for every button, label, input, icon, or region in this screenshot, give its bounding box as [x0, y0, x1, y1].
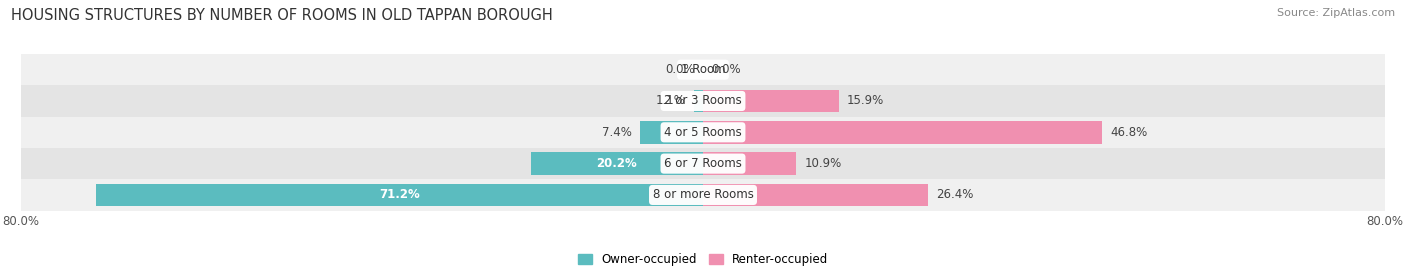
- Text: 71.2%: 71.2%: [380, 188, 420, 201]
- Bar: [703, 90, 838, 112]
- Text: 1.1%: 1.1%: [655, 94, 685, 107]
- Bar: [703, 152, 796, 175]
- Text: 2 or 3 Rooms: 2 or 3 Rooms: [664, 94, 742, 107]
- Text: Source: ZipAtlas.com: Source: ZipAtlas.com: [1277, 8, 1395, 18]
- Bar: [96, 184, 703, 206]
- Text: 6 or 7 Rooms: 6 or 7 Rooms: [664, 157, 742, 170]
- Text: HOUSING STRUCTURES BY NUMBER OF ROOMS IN OLD TAPPAN BOROUGH: HOUSING STRUCTURES BY NUMBER OF ROOMS IN…: [11, 8, 553, 23]
- Text: 20.2%: 20.2%: [596, 157, 637, 170]
- Bar: [21, 117, 1385, 148]
- Text: 0.0%: 0.0%: [711, 63, 741, 76]
- Text: 15.9%: 15.9%: [846, 94, 884, 107]
- Bar: [21, 54, 1385, 85]
- Text: 8 or more Rooms: 8 or more Rooms: [652, 188, 754, 201]
- Bar: [21, 85, 1385, 117]
- Text: 10.9%: 10.9%: [804, 157, 842, 170]
- Bar: [21, 179, 1385, 211]
- Legend: Owner-occupied, Renter-occupied: Owner-occupied, Renter-occupied: [572, 248, 834, 270]
- Text: 26.4%: 26.4%: [936, 188, 974, 201]
- Text: 0.0%: 0.0%: [665, 63, 695, 76]
- Bar: [531, 152, 703, 175]
- Text: 46.8%: 46.8%: [1111, 126, 1147, 139]
- Bar: [703, 121, 1102, 144]
- Text: 7.4%: 7.4%: [602, 126, 631, 139]
- Text: 1 Room: 1 Room: [681, 63, 725, 76]
- Bar: [693, 90, 703, 112]
- Bar: [703, 184, 928, 206]
- Bar: [21, 148, 1385, 179]
- Text: 4 or 5 Rooms: 4 or 5 Rooms: [664, 126, 742, 139]
- Bar: [640, 121, 703, 144]
